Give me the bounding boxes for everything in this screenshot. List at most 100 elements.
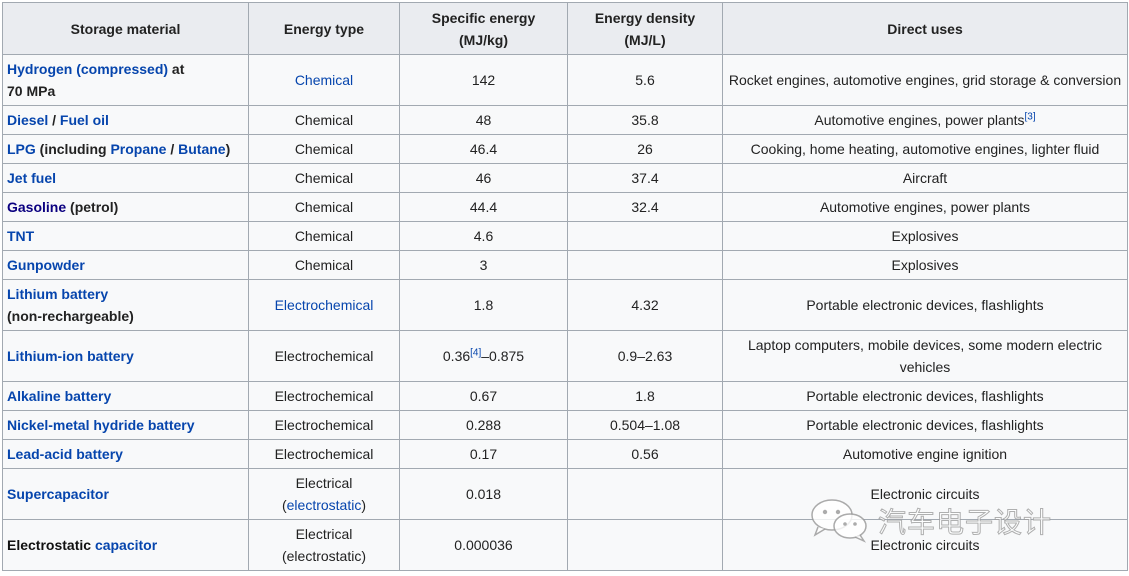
material-cell: Jet fuel — [2, 163, 249, 193]
energy-type-cell: Chemical — [248, 54, 400, 106]
table-row: Electrostatic capacitor Electrical (elect… — [2, 519, 1128, 571]
specific-energy-cell: 0.000036 — [399, 519, 568, 571]
direct-uses-cell: Automotive engines, power plants — [722, 192, 1128, 222]
energy-type-cell: Electrochemical — [248, 330, 400, 382]
energy-type-cell: Electrical (electrostatic) — [248, 519, 400, 571]
table-row: Lithium-ion battery Electrochemical 0.36… — [2, 330, 1128, 382]
energy-type-link[interactable]: Chemical — [294, 72, 354, 88]
material-link[interactable]: Fuel oil — [59, 112, 109, 128]
material-cell: Electrostatic capacitor — [2, 519, 249, 571]
specific-energy-cell: 0.018 — [399, 468, 568, 520]
energy-type-cell: Electrochemical — [248, 381, 400, 411]
header-storage-material[interactable]: Storage material — [2, 2, 249, 55]
material-link[interactable]: Alkaline battery — [7, 388, 112, 404]
material-link[interactable]: Gunpowder — [7, 257, 85, 273]
direct-uses-cell: Automotive engine ignition — [722, 439, 1128, 469]
direct-uses-cell: Automotive engines, power plants[3] — [722, 105, 1128, 135]
specific-energy-cell: 142 — [399, 54, 568, 106]
specific-energy-cell: 0.36[4]–0.875 — [399, 330, 568, 382]
energy-density-cell — [567, 221, 723, 251]
energy-type-cell: Electrochemical — [248, 410, 400, 440]
direct-uses-cell: Electronic circuits — [722, 468, 1128, 520]
material-link[interactable]: Diesel — [7, 112, 49, 128]
table-row: TNT Chemical 4.6 Explosives — [2, 221, 1128, 251]
energy-type-cell: Electrochemical — [248, 279, 400, 331]
header-specific-energy[interactable]: Specific energy (MJ/kg) — [399, 2, 568, 55]
direct-uses-cell: Rocket engines, automotive engines, grid… — [722, 54, 1128, 106]
energy-density-cell: 1.8 — [567, 381, 723, 411]
reference-link[interactable]: [3] — [1024, 111, 1036, 123]
material-link[interactable]: Lithium battery — [7, 286, 109, 302]
material-cell: Alkaline battery — [2, 381, 249, 411]
specific-energy-cell: 48 — [399, 105, 568, 135]
direct-uses-cell: Explosives — [722, 221, 1128, 251]
material-cell: Diesel / Fuel oil — [2, 105, 249, 135]
direct-uses-cell: Portable electronic devices, flashlights — [722, 279, 1128, 331]
material-link[interactable]: Lithium-ion battery — [7, 348, 134, 364]
header-direct-uses[interactable]: Direct uses — [722, 2, 1128, 55]
header-energy-density[interactable]: Energy density (MJ/L) — [567, 2, 723, 55]
material-link[interactable]: Supercapacitor — [7, 486, 109, 502]
material-link[interactable]: Hydrogen (compressed) — [7, 61, 169, 77]
direct-uses-cell: Portable electronic devices, flashlights — [722, 381, 1128, 411]
energy-type-cell: Electrochemical — [248, 439, 400, 469]
energy-type-link[interactable]: electrostatic — [286, 497, 362, 513]
specific-energy-cell: 0.17 — [399, 439, 568, 469]
material-link[interactable]: LPG — [7, 141, 36, 157]
energy-density-cell: 4.32 — [567, 279, 723, 331]
energy-density-cell — [567, 250, 723, 280]
direct-uses-cell: Laptop computers, mobile devices, some m… — [722, 330, 1128, 382]
energy-density-cell: 26 — [567, 134, 723, 164]
material-cell: Lithium battery (non-rechargeable) — [2, 279, 249, 331]
direct-uses-cell: Aircraft — [722, 163, 1128, 193]
energy-density-cell — [567, 468, 723, 520]
table-row: Lithium battery (non-rechargeable) Electr… — [2, 279, 1128, 331]
specific-energy-cell: 1.8 — [399, 279, 568, 331]
material-link[interactable]: Nickel-metal hydride battery — [7, 417, 195, 433]
specific-energy-cell: 46 — [399, 163, 568, 193]
specific-energy-cell: 3 — [399, 250, 568, 280]
energy-type-cell: Chemical — [248, 221, 400, 251]
material-link[interactable]: capacitor — [94, 537, 158, 553]
header-energy-type[interactable]: Energy type — [248, 2, 400, 55]
material-link[interactable]: Gasoline — [7, 199, 67, 215]
energy-density-cell — [567, 519, 723, 571]
material-cell: TNT — [2, 221, 249, 251]
material-cell: Supercapacitor — [2, 468, 249, 520]
table-row: Lead-acid battery Electrochemical 0.17 0… — [2, 439, 1128, 469]
energy-type-cell: Chemical — [248, 163, 400, 193]
table-row: Alkaline battery Electrochemical 0.67 1.… — [2, 381, 1128, 411]
table-row: Supercapacitor Electrical (electrostatic)… — [2, 468, 1128, 520]
table-row: Hydrogen (compressed) at 70 MPa Chemical … — [2, 54, 1128, 106]
direct-uses-cell: Explosives — [722, 250, 1128, 280]
reference-link[interactable]: [4] — [470, 347, 482, 359]
material-cell: Hydrogen (compressed) at 70 MPa — [2, 54, 249, 106]
energy-type-link[interactable]: Electrochemical — [274, 297, 374, 313]
material-cell: Nickel-metal hydride battery — [2, 410, 249, 440]
table-row: Gasoline (petrol) Chemical 44.4 32.4 Aut… — [2, 192, 1128, 222]
energy-type-cell: Electrical (electrostatic) — [248, 468, 400, 520]
material-cell: LPG (including Propane / Butane) — [2, 134, 249, 164]
material-link[interactable]: Lead-acid battery — [7, 446, 123, 462]
header-row: Storage material Energy type Specific en… — [2, 2, 1128, 55]
specific-energy-cell: 0.67 — [399, 381, 568, 411]
material-link[interactable]: Butane — [178, 141, 226, 157]
energy-type-cell: Chemical — [248, 105, 400, 135]
energy-density-cell: 32.4 — [567, 192, 723, 222]
material-link[interactable]: Jet fuel — [7, 170, 57, 186]
energy-type-cell: Chemical — [248, 134, 400, 164]
energy-type-cell: Chemical — [248, 192, 400, 222]
table-row: Nickel-metal hydride battery Electrochem… — [2, 410, 1128, 440]
material-link[interactable]: TNT — [7, 228, 35, 244]
specific-energy-cell: 0.288 — [399, 410, 568, 440]
material-cell: Lithium-ion battery — [2, 330, 249, 382]
material-cell: Lead-acid battery — [2, 439, 249, 469]
direct-uses-cell: Portable electronic devices, flashlights — [722, 410, 1128, 440]
material-cell: Gasoline (petrol) — [2, 192, 249, 222]
energy-density-cell: 37.4 — [567, 163, 723, 193]
material-link[interactable]: Propane — [110, 141, 167, 157]
energy-density-cell: 0.56 — [567, 439, 723, 469]
energy-density-cell: 35.8 — [567, 105, 723, 135]
table-row: LPG (including Propane / Butane) Chemica… — [2, 134, 1128, 164]
